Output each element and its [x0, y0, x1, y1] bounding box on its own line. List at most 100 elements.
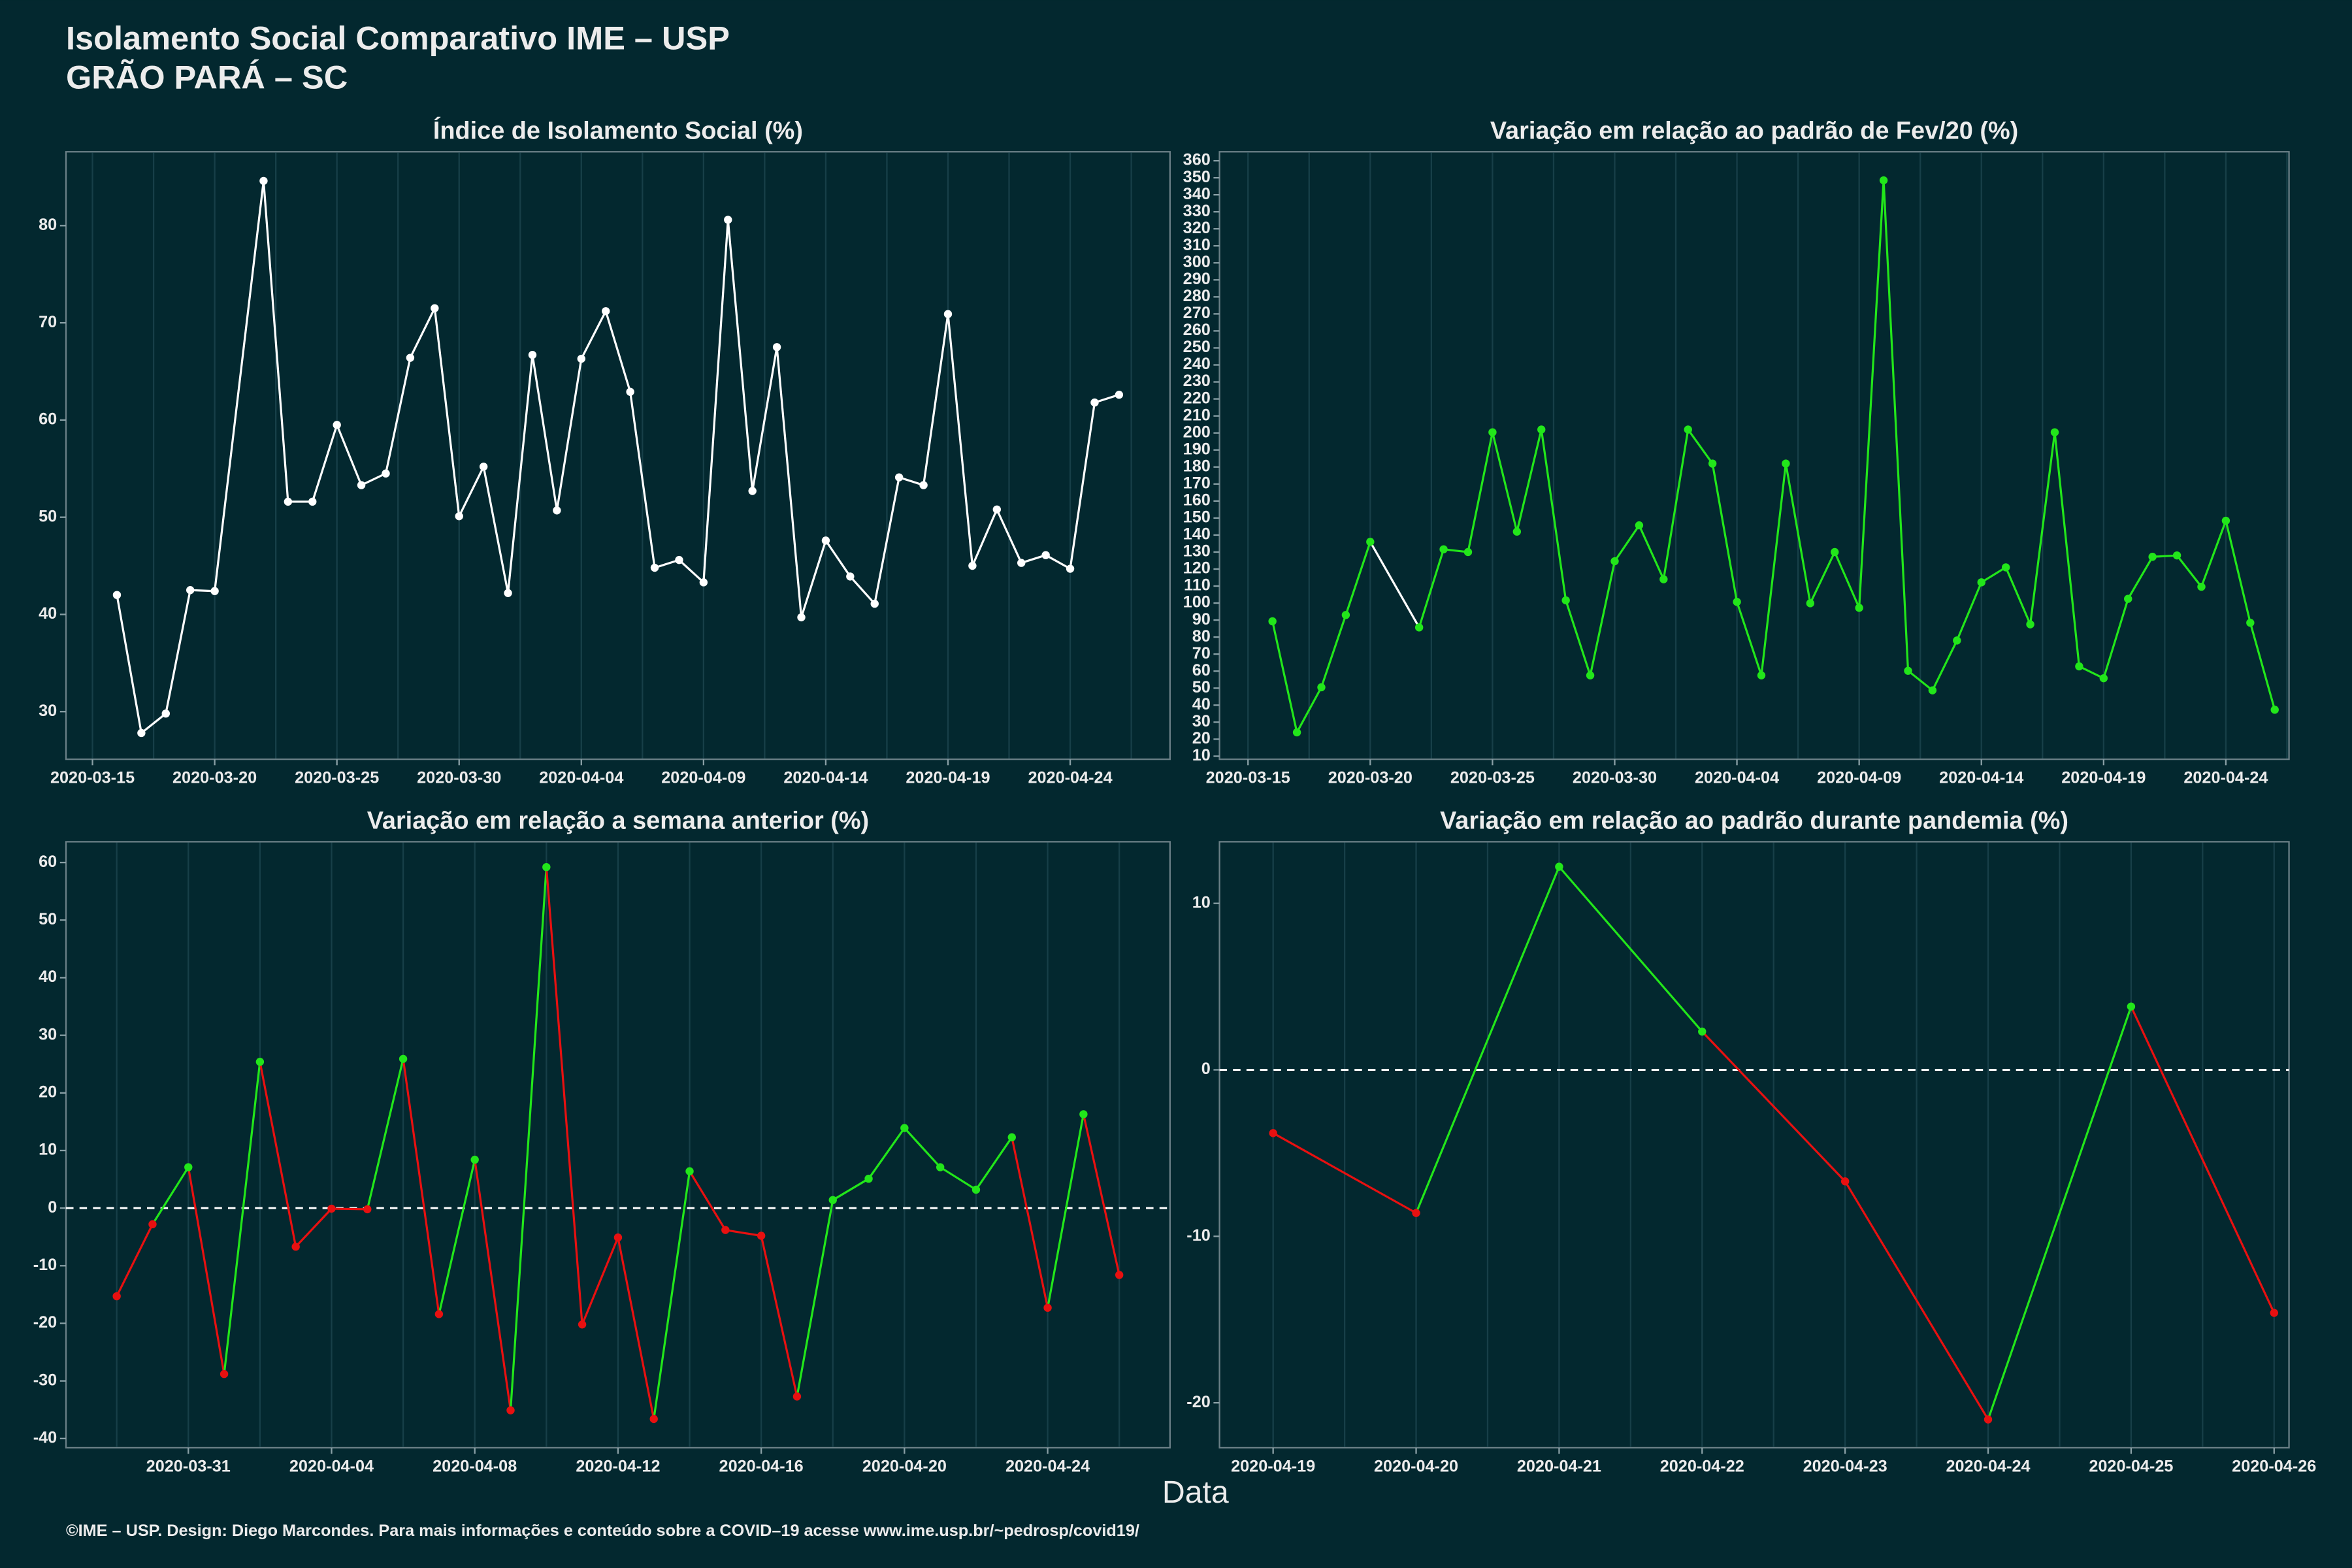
- data-point: [1317, 683, 1326, 692]
- line-segment: [1045, 554, 1071, 570]
- line-segment: [1345, 541, 1371, 615]
- data-point: [649, 1414, 658, 1424]
- x-tick-label: 2020-04-23: [1803, 1457, 1887, 1475]
- data-point: [2270, 706, 2279, 714]
- line-segment: [653, 1171, 691, 1420]
- data-point: [184, 1163, 193, 1171]
- panel-title: Variação em relação ao padrão de Fev/20 …: [1490, 117, 2018, 144]
- data-point: [1698, 1027, 1707, 1036]
- x-tick-label: 2020-03-15: [50, 769, 135, 787]
- data-point: [846, 572, 855, 581]
- x-tick-label: 2020-04-09: [661, 769, 745, 787]
- data-point: [1984, 1415, 1993, 1424]
- line-segment: [689, 1170, 727, 1231]
- line-segment: [629, 391, 656, 568]
- y-tick-label: -40: [33, 1429, 57, 1447]
- data-point: [479, 463, 488, 471]
- data-point: [553, 506, 561, 515]
- line-segment: [868, 1127, 906, 1180]
- y-tick-label: 70: [1192, 644, 1211, 662]
- line-segment: [384, 357, 412, 474]
- line-segment: [438, 1159, 476, 1315]
- data-point: [284, 497, 293, 506]
- line-segment: [874, 477, 900, 604]
- data-point: [431, 304, 439, 312]
- data-point: [1366, 538, 1375, 546]
- data-point: [528, 351, 537, 359]
- data-point: [506, 1406, 515, 1414]
- y-tick-label: 50: [39, 910, 57, 928]
- y-tick-label: 200: [1183, 423, 1211, 441]
- data-point: [675, 555, 683, 564]
- line-segment: [1516, 429, 1543, 532]
- x-tick-label: 2020-04-24: [2183, 769, 2268, 787]
- data-point: [602, 307, 610, 316]
- y-tick-label: 240: [1183, 355, 1211, 373]
- y-tick-label: 100: [1183, 593, 1211, 612]
- line-segment: [2029, 432, 2056, 625]
- y-tick-label: 10: [39, 1141, 57, 1159]
- data-point: [943, 310, 953, 318]
- y-tick-label: 0: [1201, 1060, 1211, 1078]
- y-tick-label: 40: [39, 604, 57, 623]
- data-point: [894, 473, 904, 482]
- data-point: [1928, 686, 1937, 694]
- line-segment: [2130, 1005, 2276, 1314]
- y-tick-label: 340: [1183, 185, 1211, 203]
- data-point: [2221, 516, 2230, 525]
- line-segment: [1882, 180, 1910, 671]
- y-tick-label: 270: [1183, 304, 1211, 322]
- y-tick-label: 80: [1192, 627, 1211, 645]
- line-segment: [402, 1058, 440, 1315]
- data-point: [2124, 595, 2132, 603]
- line-segment: [1931, 640, 1958, 691]
- y-tick-label: 180: [1183, 457, 1211, 475]
- x-tick-label: 2020-04-14: [1939, 769, 2023, 787]
- data-point: [797, 613, 806, 622]
- panel-title: Variação em relação ao padrão durante pa…: [1440, 808, 2068, 835]
- data-point: [1782, 459, 1790, 468]
- plot-panel: [65, 151, 1171, 760]
- line-segment: [1467, 432, 1494, 553]
- data-point: [137, 728, 146, 738]
- plot-panel: [1218, 151, 2290, 760]
- data-point: [2075, 662, 2083, 671]
- panel-title: Índice de Isolamento Social (%): [433, 116, 803, 144]
- line-segment: [800, 540, 827, 618]
- y-tick-label: 280: [1183, 287, 1211, 305]
- line-segment: [825, 540, 851, 578]
- data-point: [112, 591, 122, 599]
- line-segment: [474, 1159, 512, 1411]
- line-segment: [1858, 180, 1885, 608]
- y-tick-label: 310: [1183, 236, 1211, 254]
- data-point: [1041, 551, 1050, 559]
- x-tick-label: 2020-04-16: [719, 1457, 804, 1475]
- line-segment: [617, 1237, 655, 1420]
- line-segment: [1711, 463, 1739, 602]
- line-segment: [311, 424, 338, 502]
- x-tick-label: 2020-04-04: [289, 1457, 374, 1475]
- data-point: [542, 862, 551, 872]
- data-point: [1806, 599, 1815, 608]
- data-point: [333, 421, 341, 429]
- data-point: [470, 1155, 479, 1164]
- data-point: [1512, 527, 1522, 536]
- line-segment: [1662, 429, 1690, 580]
- y-tick-label: 130: [1183, 542, 1211, 561]
- line-segment: [1987, 1006, 2132, 1420]
- data-point: [578, 1320, 587, 1329]
- y-tick-label: 20: [1192, 729, 1211, 747]
- data-point: [992, 505, 1002, 514]
- line-segment: [482, 466, 510, 594]
- y-tick-label: 30: [1192, 712, 1211, 730]
- data-point: [2246, 619, 2255, 627]
- line-segment: [1011, 1137, 1049, 1309]
- data-point: [210, 587, 219, 595]
- data-point: [1635, 521, 1644, 530]
- y-tick-label: 60: [1192, 661, 1211, 679]
- data-point: [327, 1204, 336, 1213]
- data-point: [259, 176, 268, 186]
- line-segment: [1907, 670, 1933, 691]
